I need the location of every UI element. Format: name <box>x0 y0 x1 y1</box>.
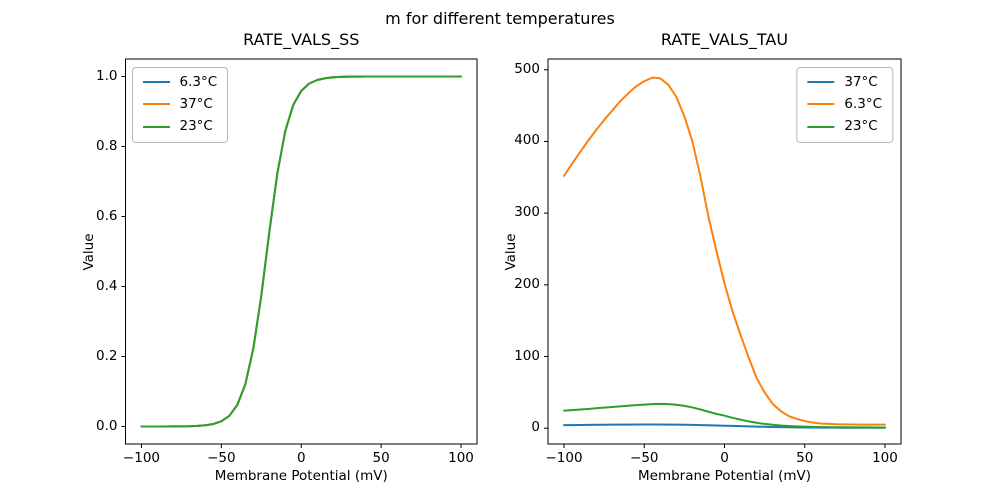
legend-line-23-c <box>142 125 170 128</box>
series-line-23-c <box>563 402 886 429</box>
legend-label-23-c: 23°C <box>179 118 213 135</box>
legend-label-6-3-c: 6.3°C <box>844 96 882 113</box>
x-tick-label: −100 <box>545 450 583 466</box>
x-tick-label: 0 <box>720 450 729 466</box>
x-tick-label: 50 <box>796 450 814 466</box>
legend-line-37-c <box>142 103 170 106</box>
x-tick-label: −50 <box>630 450 659 466</box>
legend-label-37-c: 37°C <box>179 96 213 113</box>
y-tick-label: 200 <box>514 275 540 292</box>
y-tick-label: 0.2 <box>96 347 118 364</box>
y-tick-label: 100 <box>514 347 540 364</box>
legend-label-37-c: 37°C <box>844 74 878 90</box>
y-tick-label: 400 <box>514 132 540 149</box>
y-tick-label: 0.4 <box>96 277 118 294</box>
legend-line-37-c <box>807 81 835 84</box>
figure-suptitle: m for different temperatures <box>385 9 615 28</box>
legend-entry-37-c: 37°C <box>807 73 882 91</box>
legend-entry-6-3-c: 6.3°C <box>142 73 218 91</box>
legend-entry-23-c: 23°C <box>142 117 218 135</box>
legend-entry-37-c: 37°C <box>142 95 218 113</box>
x-tick-label: 100 <box>872 450 898 466</box>
legend: 37°C 6.3°C 23°C <box>796 67 893 143</box>
legend-label-23-c: 23°C <box>844 118 878 135</box>
legend-entry-23-c: 23°C <box>807 117 882 135</box>
y-axis-label: Value <box>503 232 519 271</box>
axes-title-rate-vals-ss: RATE_VALS_SS <box>243 30 360 49</box>
axes-title-rate-vals-tau: RATE_VALS_TAU <box>660 30 789 49</box>
x-tick-label: −50 <box>207 450 236 466</box>
y-tick-label: 0.6 <box>96 207 118 224</box>
legend: 6.3°C 37°C 23°C <box>131 67 229 143</box>
y-tick-label: 0.8 <box>96 137 118 154</box>
y-axis-label: Value <box>80 232 97 271</box>
x-axis-label: Membrane Potential (mV) <box>214 468 388 484</box>
y-tick-label: 0 <box>531 419 540 436</box>
x-axis-label: Membrane Potential (mV) <box>637 468 812 484</box>
x-tick-label: 0 <box>296 450 306 466</box>
legend-line-23-c <box>807 125 835 128</box>
y-tick-label: 300 <box>514 204 540 221</box>
y-tick-label: 0.0 <box>96 417 118 434</box>
y-tick-label: 1.0 <box>96 67 118 84</box>
y-tick-label: 500 <box>514 60 540 77</box>
legend-label-6-3-c: 6.3°C <box>179 74 218 90</box>
legend-line-6-3-c <box>142 81 170 84</box>
legend-entry-6-3-c: 6.3°C <box>807 95 882 113</box>
x-tick-label: 50 <box>372 450 390 466</box>
x-tick-label: 100 <box>448 450 474 466</box>
x-tick-label: −100 <box>122 450 161 466</box>
legend-line-6-3-c <box>807 103 835 106</box>
series-line-37-c <box>563 423 886 429</box>
